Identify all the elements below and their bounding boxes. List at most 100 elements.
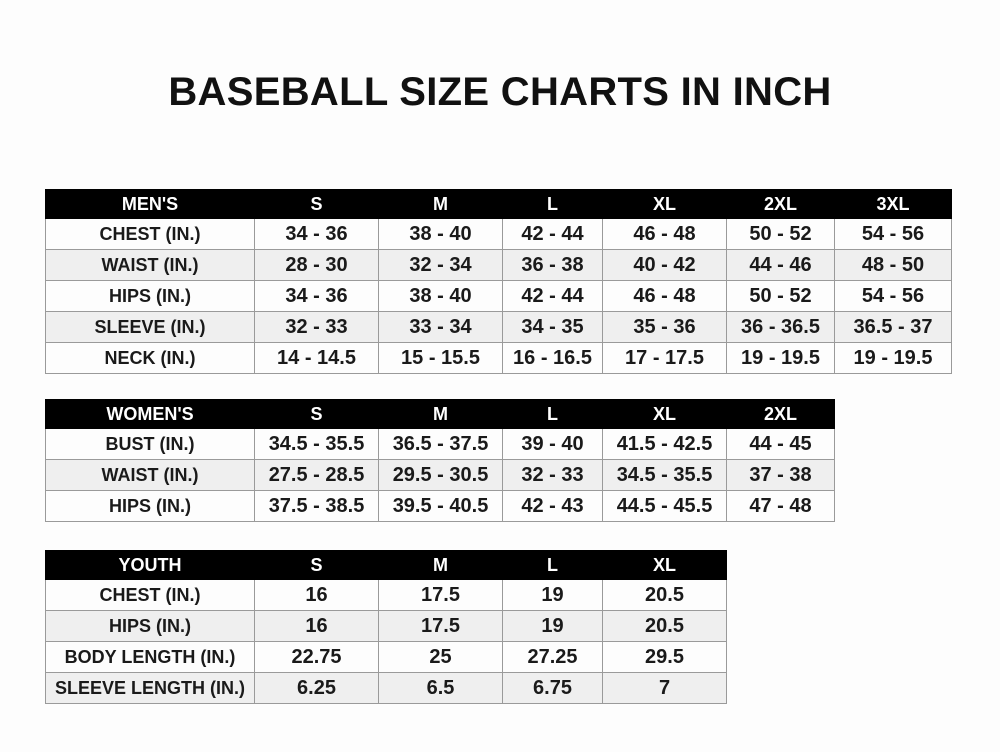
youth-size-table: YOUTH S M L XL CHEST (IN.) 16 17.5 19 20.5 HIPS (I… bbox=[45, 550, 727, 704]
size-value: 44 - 45 bbox=[726, 428, 835, 460]
size-header: 3XL bbox=[834, 189, 952, 219]
size-value: 6.75 bbox=[502, 672, 603, 704]
womens-size-table: WOMEN'S S M L XL 2XL BUST (IN.) 34.5 - 35.5 36.5… bbox=[45, 399, 835, 522]
size-value: 37 - 38 bbox=[726, 459, 835, 491]
measurement-label: SLEEVE LENGTH (IN.) bbox=[45, 672, 255, 704]
table-row: BUST (IN.) 34.5 - 35.5 36.5 - 37.5 39 - 40 4… bbox=[45, 428, 835, 460]
size-value: 36 - 36.5 bbox=[726, 311, 835, 343]
size-value: 17.5 bbox=[378, 579, 503, 611]
measurement-label: WAIST (IN.) bbox=[45, 459, 255, 491]
category-header: YOUTH bbox=[45, 550, 255, 580]
size-value: 28 - 30 bbox=[254, 249, 379, 281]
women-header-row: WOMEN'S S M L XL 2XL bbox=[45, 399, 835, 429]
size-value: 54 - 56 bbox=[834, 218, 952, 250]
size-value: 19 - 19.5 bbox=[726, 342, 835, 374]
table-row: CHEST (IN.) 34 - 36 38 - 40 42 - 44 46 - 48 5… bbox=[45, 218, 952, 250]
size-value: 42 - 44 bbox=[502, 218, 603, 250]
table-row: WAIST (IN.) 28 - 30 32 - 34 36 - 38 40 - 42 4… bbox=[45, 249, 952, 281]
size-value: 44 - 46 bbox=[726, 249, 835, 281]
size-value: 29.5 - 30.5 bbox=[378, 459, 503, 491]
size-value: 20.5 bbox=[602, 579, 727, 611]
size-value: 34.5 - 35.5 bbox=[254, 428, 379, 460]
size-value: 19 - 19.5 bbox=[834, 342, 952, 374]
size-value: 42 - 43 bbox=[502, 490, 603, 522]
measurement-label: HIPS (IN.) bbox=[45, 280, 255, 312]
table-row: NECK (IN.) 14 - 14.5 15 - 15.5 16 - 16.5 17 … bbox=[45, 342, 952, 374]
size-value: 46 - 48 bbox=[602, 218, 727, 250]
size-header: M bbox=[378, 189, 503, 219]
size-value: 41.5 - 42.5 bbox=[602, 428, 727, 460]
table-row: HIPS (IN.) 37.5 - 38.5 39.5 - 40.5 42 - 43 4… bbox=[45, 490, 835, 522]
size-value: 50 - 52 bbox=[726, 280, 835, 312]
size-header: L bbox=[502, 189, 603, 219]
size-value: 29.5 bbox=[602, 641, 727, 673]
size-value: 34 - 35 bbox=[502, 311, 603, 343]
size-value: 32 - 33 bbox=[502, 459, 603, 491]
size-header: S bbox=[254, 189, 379, 219]
measurement-label: WAIST (IN.) bbox=[45, 249, 255, 281]
youth-header-row: YOUTH S M L XL bbox=[45, 550, 727, 580]
size-value: 37.5 - 38.5 bbox=[254, 490, 379, 522]
size-value: 38 - 40 bbox=[378, 280, 503, 312]
size-value: 36.5 - 37 bbox=[834, 311, 952, 343]
size-value: 48 - 50 bbox=[834, 249, 952, 281]
size-value: 16 bbox=[254, 579, 379, 611]
size-value: 19 bbox=[502, 610, 603, 642]
table-row: HIPS (IN.) 16 17.5 19 20.5 bbox=[45, 610, 727, 642]
size-value: 25 bbox=[378, 641, 503, 673]
table-row: SLEEVE LENGTH (IN.) 6.25 6.5 6.75 7 bbox=[45, 672, 727, 704]
size-value: 38 - 40 bbox=[378, 218, 503, 250]
size-value: 54 - 56 bbox=[834, 280, 952, 312]
size-value: 46 - 48 bbox=[602, 280, 727, 312]
measurement-label: HIPS (IN.) bbox=[45, 490, 255, 522]
category-header: WOMEN'S bbox=[45, 399, 255, 429]
size-header: XL bbox=[602, 399, 727, 429]
size-value: 15 - 15.5 bbox=[378, 342, 503, 374]
measurement-label: CHEST (IN.) bbox=[45, 579, 255, 611]
size-value: 16 bbox=[254, 610, 379, 642]
size-header: 2XL bbox=[726, 189, 835, 219]
size-value: 19 bbox=[502, 579, 603, 611]
size-value: 36.5 - 37.5 bbox=[378, 428, 503, 460]
size-value: 35 - 36 bbox=[602, 311, 727, 343]
category-header: MEN'S bbox=[45, 189, 255, 219]
measurement-label: CHEST (IN.) bbox=[45, 218, 255, 250]
size-value: 32 - 33 bbox=[254, 311, 379, 343]
size-header: L bbox=[502, 550, 603, 580]
measurement-label: BUST (IN.) bbox=[45, 428, 255, 460]
size-value: 34.5 - 35.5 bbox=[602, 459, 727, 491]
size-header: XL bbox=[602, 550, 727, 580]
size-value: 22.75 bbox=[254, 641, 379, 673]
size-value: 40 - 42 bbox=[602, 249, 727, 281]
table-row: HIPS (IN.) 34 - 36 38 - 40 42 - 44 46 - 48 50… bbox=[45, 280, 952, 312]
table-row: WAIST (IN.) 27.5 - 28.5 29.5 - 30.5 32 - 33… bbox=[45, 459, 835, 491]
size-value: 42 - 44 bbox=[502, 280, 603, 312]
mens-size-table: MEN'S S M L XL 2XL 3XL CHEST (IN.) 34 - 36 38 - 4… bbox=[45, 189, 952, 374]
size-value: 7 bbox=[602, 672, 727, 704]
table-row: BODY LENGTH (IN.) 22.75 25 27.25 29.5 bbox=[45, 641, 727, 673]
size-header: XL bbox=[602, 189, 727, 219]
size-value: 50 - 52 bbox=[726, 218, 835, 250]
size-value: 47 - 48 bbox=[726, 490, 835, 522]
size-value: 39.5 - 40.5 bbox=[378, 490, 503, 522]
size-value: 44.5 - 45.5 bbox=[602, 490, 727, 522]
size-header: S bbox=[254, 550, 379, 580]
measurement-label: NECK (IN.) bbox=[45, 342, 255, 374]
size-value: 34 - 36 bbox=[254, 218, 379, 250]
size-value: 6.5 bbox=[378, 672, 503, 704]
measurement-label: HIPS (IN.) bbox=[45, 610, 255, 642]
size-value: 20.5 bbox=[602, 610, 727, 642]
size-header: S bbox=[254, 399, 379, 429]
table-row: SLEEVE (IN.) 32 - 33 33 - 34 34 - 35 35 - 36… bbox=[45, 311, 952, 343]
size-value: 17 - 17.5 bbox=[602, 342, 727, 374]
size-value: 36 - 38 bbox=[502, 249, 603, 281]
size-value: 32 - 34 bbox=[378, 249, 503, 281]
table-row: CHEST (IN.) 16 17.5 19 20.5 bbox=[45, 579, 727, 611]
size-header: L bbox=[502, 399, 603, 429]
size-value: 27.25 bbox=[502, 641, 603, 673]
men-header-row: MEN'S S M L XL 2XL 3XL bbox=[45, 189, 952, 219]
measurement-label: BODY LENGTH (IN.) bbox=[45, 641, 255, 673]
size-value: 16 - 16.5 bbox=[502, 342, 603, 374]
size-value: 6.25 bbox=[254, 672, 379, 704]
size-value: 27.5 - 28.5 bbox=[254, 459, 379, 491]
